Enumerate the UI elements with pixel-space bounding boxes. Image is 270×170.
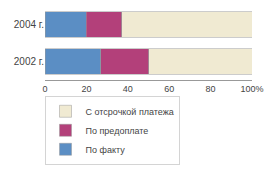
svg-text:По факту: По факту bbox=[86, 145, 126, 155]
svg-text:60: 60 bbox=[164, 84, 174, 94]
svg-text:20: 20 bbox=[81, 84, 91, 94]
svg-text:2004 г.: 2004 г. bbox=[14, 19, 44, 30]
svg-text:40: 40 bbox=[123, 84, 133, 94]
svg-text:80: 80 bbox=[206, 84, 216, 94]
svg-text:2002 г.: 2002 г. bbox=[14, 56, 44, 67]
svg-text:С отсрочкой платежа: С отсрочкой платежа bbox=[86, 107, 174, 117]
svg-text:0: 0 bbox=[42, 84, 47, 94]
svg-text:По предоплате: По предоплате bbox=[86, 126, 149, 136]
svg-text:100%: 100% bbox=[240, 84, 263, 94]
